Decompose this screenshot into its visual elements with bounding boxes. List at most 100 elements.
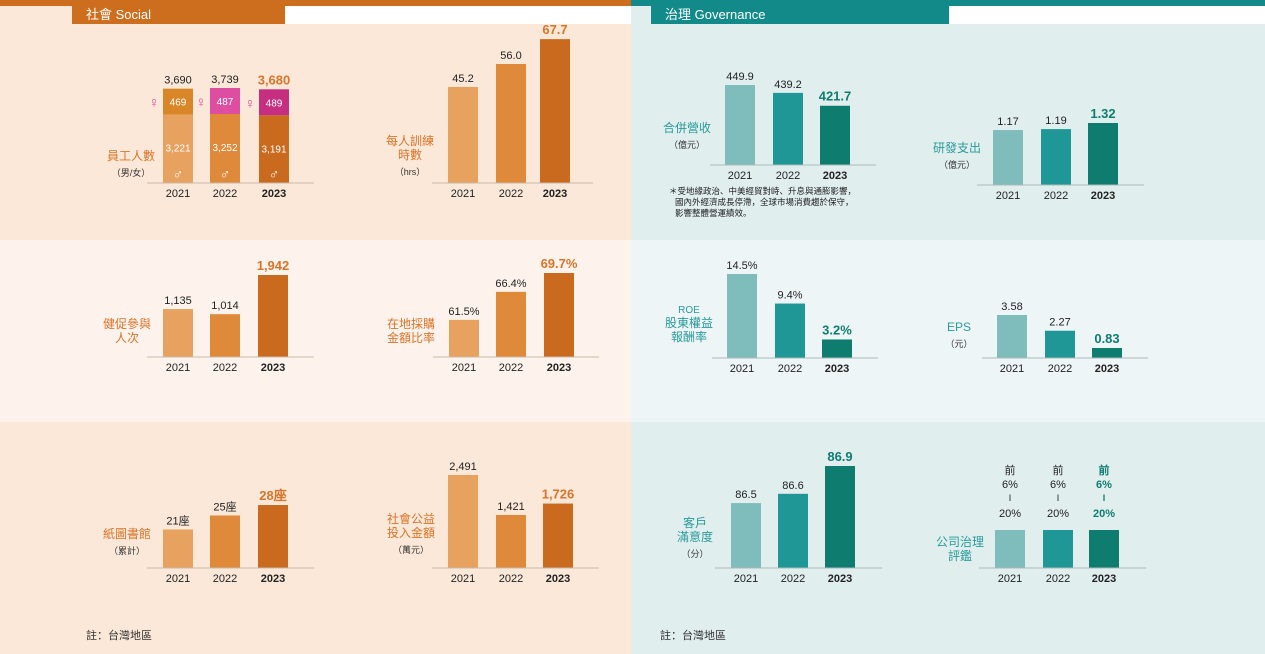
metric-label: 研發支出 (933, 140, 981, 155)
male-value: 3,221 (165, 144, 190, 155)
male-value: 3,191 (261, 144, 286, 155)
rank-label: 6% (1050, 479, 1066, 491)
year-label: 2023 (543, 188, 567, 200)
total-label: 3,739 (211, 74, 239, 86)
bar-2021 (997, 315, 1027, 358)
revenue-footnote-line: 影響整體營運績效。 (675, 208, 752, 218)
year-label: 2021 (166, 362, 190, 374)
value-label: 1,726 (542, 487, 575, 502)
year-label: 2023 (1092, 573, 1116, 585)
governance-tab: 治理 Governance (651, 6, 949, 24)
bar-2021 (731, 503, 761, 568)
year-label: 2021 (451, 573, 475, 585)
value-label: 86.5 (735, 489, 756, 501)
year-label: 2023 (261, 362, 285, 374)
rank-label: 前 (1005, 463, 1016, 477)
bar-2022 (1045, 330, 1075, 358)
value-label: 61.5% (448, 306, 479, 318)
revenue-footnote: ＊受地緣政治、中美經貿對峙、升息與通膨影響， 國內外經濟成長停滯，全球市場消費趨… (669, 186, 889, 219)
bar-2022 (775, 303, 805, 358)
bar-2023 (822, 339, 852, 358)
female-icon: ♀ (195, 94, 206, 111)
metric-label: 合併營收 (663, 120, 711, 135)
bar-2021 (163, 309, 193, 357)
year-label: 2023 (547, 362, 571, 374)
bar-2023 (258, 505, 288, 568)
value-label: 1.17 (997, 116, 1018, 128)
libraries-chart: 21座 25座 28座 2021 2022 2023 紙圖書館 （累計） (103, 488, 314, 585)
bar-2023 (540, 39, 570, 184)
value-label: 2.27 (1049, 317, 1070, 329)
year-label: 2022 (213, 573, 237, 585)
rank-label: I (1057, 493, 1060, 503)
rank-label: 6% (1096, 479, 1112, 491)
metric-label: 客戶 (683, 515, 707, 530)
value-label: 3.58 (1001, 301, 1022, 313)
year-label: 2023 (823, 170, 847, 182)
metric-label: 投入金額 (387, 525, 435, 540)
year-label: 2023 (1091, 190, 1115, 202)
metric-prelabel: ROE (678, 305, 700, 316)
male-bar-2021 (163, 114, 193, 183)
year-label: 2022 (499, 362, 523, 374)
female-value: 489 (266, 98, 283, 109)
bar-2021 (995, 530, 1025, 568)
revenue-chart: 449.9 439.2 421.7 2021 2022 2023 合併營收 （億元） (663, 71, 876, 182)
year-label: 2021 (730, 363, 754, 375)
governance-tab-gap (949, 6, 1265, 24)
value-label: 66.4% (495, 278, 526, 290)
rank-label: I (1103, 493, 1106, 503)
year-label: 2022 (781, 573, 805, 585)
revenue-footnote-line: ＊受地緣政治、中美經貿對峙、升息與通膨影響， (669, 186, 857, 196)
male-bar-2023 (259, 115, 289, 183)
value-label: 1,135 (164, 295, 192, 307)
bar-2023 (543, 503, 573, 568)
year-label: 2023 (828, 573, 852, 585)
year-label: 2021 (452, 362, 476, 374)
year-label: 2022 (1046, 573, 1070, 585)
metric-unit: （累計） (109, 545, 145, 556)
male-value: 3,252 (212, 143, 237, 154)
bar-2022 (773, 92, 803, 165)
rank-label: 20% (1093, 508, 1115, 520)
rank-label: I (1009, 493, 1012, 503)
bar-2021 (448, 475, 478, 568)
metric-unit: （萬元） (393, 544, 429, 555)
value-label: 56.0 (500, 50, 521, 62)
social-tab: 社會 Social (72, 6, 285, 24)
metric-unit: （元） (945, 339, 972, 349)
rank-label: 前 (1099, 463, 1110, 477)
eps-chart: 3.58 2.27 0.83 2021 2022 2023 EPS （元） (945, 301, 1148, 375)
value-label: 1.19 (1045, 115, 1066, 127)
year-label: 2021 (734, 573, 758, 585)
bar-2021 (449, 319, 479, 357)
metric-label: 報酬率 (671, 329, 707, 344)
bar-2022 (496, 514, 526, 568)
metric-label: 金額比率 (387, 330, 435, 345)
bar-2022 (778, 493, 808, 568)
metric-label: 評鑑 (948, 548, 972, 563)
male-icon: ♂ (269, 166, 280, 182)
female-icon: ♀ (148, 95, 159, 112)
year-label: 2021 (728, 170, 752, 182)
bar-2022 (1041, 129, 1071, 185)
social-footnote: 註：台灣地區 (86, 630, 152, 642)
year-label: 2022 (499, 188, 523, 200)
male-icon: ♂ (173, 166, 184, 182)
female-bar-2023 (259, 89, 289, 116)
metric-label: 人次 (115, 331, 139, 345)
rank-label: 20% (999, 508, 1021, 520)
bar-2022 (210, 314, 240, 357)
male-bar-2022 (210, 114, 240, 183)
revenue-footnote-line: 國內外經濟成長停滯，全球市場消費趨於保守， (675, 197, 854, 207)
metric-label: 健促參與 (103, 316, 151, 331)
governance-top-bar (631, 0, 1265, 6)
year-label: 2022 (1044, 190, 1068, 202)
